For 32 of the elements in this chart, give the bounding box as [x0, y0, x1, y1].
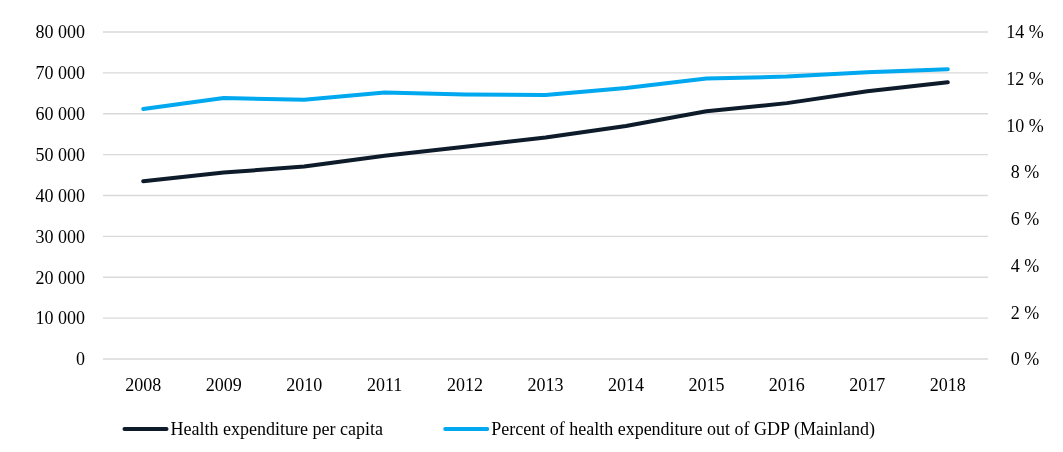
line-series: [141, 80, 950, 184]
y-tick-label: 60 000: [35, 104, 85, 125]
y-tick-label: 40 000: [35, 185, 85, 206]
x-tick-label: 2012: [447, 375, 484, 396]
legend-label: Health expenditure per capita: [170, 419, 383, 440]
y2-tick-label: 12 %: [1006, 69, 1044, 90]
y-tick-label: 70 000: [35, 63, 85, 84]
y2-tick-label: 0 %: [1010, 349, 1040, 370]
y2-tick-label: 8 %: [1010, 162, 1040, 183]
legend-label: Percent of health expenditure out of GDP (Mainland): [491, 419, 875, 441]
y-tick-label: 10 000: [35, 308, 85, 329]
x-tick-label: 2011: [366, 375, 403, 396]
y-tick-label: 0: [76, 349, 85, 370]
x-tick-label: 2016: [768, 375, 805, 396]
y2-tick-label: 14 %: [1006, 22, 1044, 43]
y-tick-label: 50 000: [35, 144, 85, 165]
y2-tick-label: 4 %: [1010, 255, 1040, 276]
x-tick-label: 2014: [607, 375, 644, 396]
x-tick-label: 2008: [125, 375, 162, 396]
x-tick-label: 2013: [527, 375, 564, 396]
y-tick-label: 20 000: [35, 267, 85, 288]
line-series: [141, 67, 950, 112]
x-tick-label: 2010: [286, 375, 323, 396]
y-tick-label: 80 000: [35, 22, 85, 43]
y2-tick-label: 10 %: [1006, 115, 1044, 136]
y2-tick-label: 2 %: [1010, 302, 1040, 323]
x-tick-label: 2009: [205, 375, 242, 396]
y-tick-label: 30 000: [35, 226, 85, 247]
x-tick-label: 2015: [688, 375, 725, 396]
y2-tick-label: 6 %: [1010, 209, 1040, 230]
x-tick-label: 2018: [929, 375, 966, 396]
x-tick-label: 2017: [849, 375, 886, 396]
